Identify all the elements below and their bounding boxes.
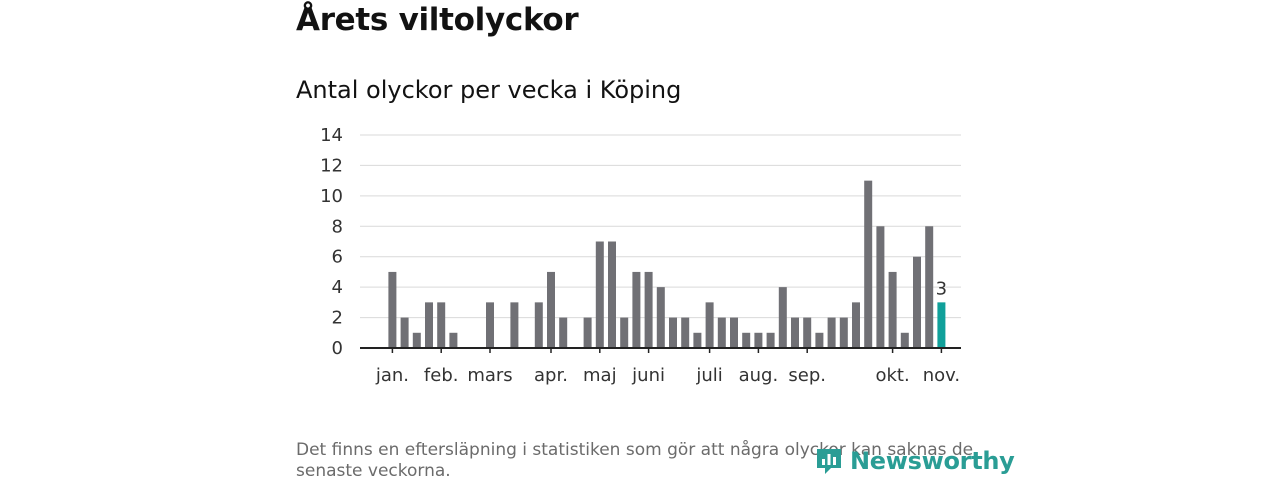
bar xyxy=(644,271,653,348)
x-tick-label: apr. xyxy=(534,365,568,386)
footnote: Det finns en eftersläpning i statistiken… xyxy=(296,440,974,481)
bar xyxy=(717,317,726,348)
newsworthy-logo: Newsworthy xyxy=(814,446,1015,476)
x-tick-label: juni xyxy=(631,365,665,386)
bar xyxy=(925,226,934,348)
bar xyxy=(815,332,824,348)
bar xyxy=(583,317,592,348)
bar xyxy=(705,302,714,348)
x-tick-label: feb. xyxy=(424,365,459,386)
bar xyxy=(425,302,433,348)
y-tick-label: 10 xyxy=(320,186,343,207)
bar xyxy=(839,317,848,348)
x-tick-label: juli xyxy=(695,365,722,386)
highlight-bar xyxy=(937,302,946,348)
bar xyxy=(791,317,799,348)
bar xyxy=(632,271,641,348)
bar xyxy=(900,332,909,348)
chart-title: Årets viltolyckor xyxy=(296,2,579,38)
y-tick-label: 4 xyxy=(332,277,343,298)
x-tick-label: maj xyxy=(583,365,617,386)
bar-chart: 0 2 4 6 8 10 12 14 3 jan. feb. mars apr. maj juni juli a… xyxy=(320,125,961,386)
y-tick-label: 8 xyxy=(332,216,343,237)
bar xyxy=(827,317,836,348)
bar xyxy=(547,271,555,348)
x-tick-label: jan. xyxy=(375,365,409,386)
chart-subtitle: Antal olyckor per vecka i Köping xyxy=(296,76,682,104)
bar xyxy=(766,332,775,348)
bar xyxy=(388,271,397,348)
x-tick-label: mars xyxy=(467,365,512,386)
bar xyxy=(608,241,616,348)
y-tick-label: 0 xyxy=(332,338,343,359)
bar xyxy=(510,302,519,348)
bar xyxy=(876,226,885,348)
x-tick-label: okt. xyxy=(875,365,909,386)
bar xyxy=(449,332,458,348)
x-tick-label: aug. xyxy=(739,365,779,386)
y-tick-label: 12 xyxy=(320,155,343,176)
bar xyxy=(412,332,421,348)
bar xyxy=(730,317,738,348)
x-tick-label: sep. xyxy=(788,365,826,386)
y-tick-label: 2 xyxy=(332,308,343,329)
bar xyxy=(534,302,543,348)
bar xyxy=(437,302,446,348)
bar xyxy=(852,302,860,348)
newsworthy-logo-text: Newsworthy xyxy=(850,447,1015,475)
bar xyxy=(656,287,665,348)
bar xyxy=(803,317,812,348)
y-tick-label: 6 xyxy=(332,247,343,268)
bar xyxy=(681,317,690,348)
bar xyxy=(693,332,702,348)
bar xyxy=(888,271,897,348)
y-tick-label: 14 xyxy=(320,125,343,146)
bar xyxy=(754,332,763,348)
newsworthy-logo-icon xyxy=(817,449,841,474)
highlight-value-label: 3 xyxy=(936,278,947,299)
bar xyxy=(595,241,604,348)
bar xyxy=(669,317,677,348)
bar xyxy=(913,256,921,348)
bar xyxy=(486,302,494,348)
x-tick-label: nov. xyxy=(923,365,960,386)
bar xyxy=(559,317,568,348)
bar xyxy=(400,317,409,348)
bar xyxy=(620,317,629,348)
bar xyxy=(864,180,873,348)
bar xyxy=(778,287,787,348)
bar xyxy=(742,332,751,348)
